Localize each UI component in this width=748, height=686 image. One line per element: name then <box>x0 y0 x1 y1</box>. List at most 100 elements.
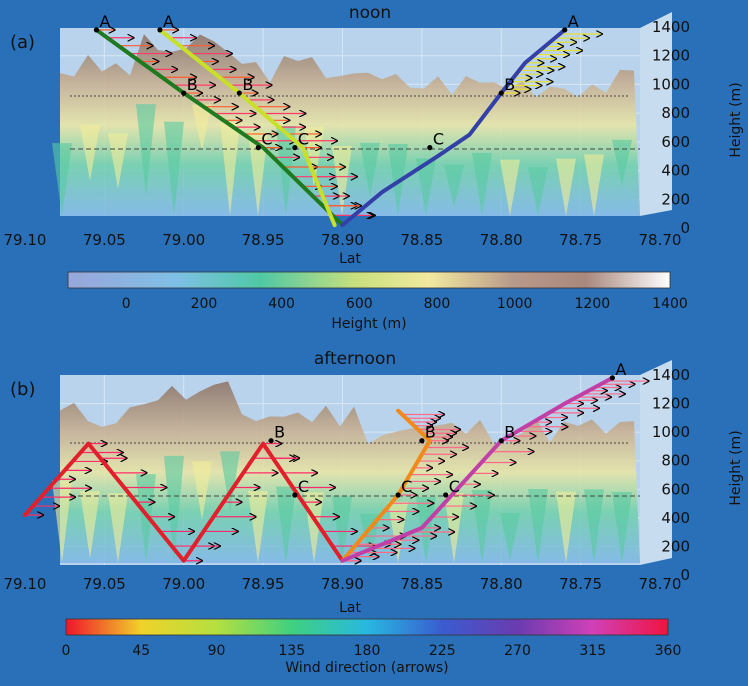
point-c-label: C <box>433 130 444 149</box>
point-a-marker <box>562 27 568 33</box>
x-tick-label: 79.05 <box>83 575 126 593</box>
panel-a-y-ticks: 0 200 400 600 800 1000 1200 1400 <box>652 18 690 237</box>
terrain-facet <box>556 491 576 563</box>
terrain-facet <box>52 480 72 563</box>
terrain-facet <box>500 159 520 216</box>
panel-b-title: afternoon <box>314 349 396 369</box>
x-tick-label: 79.05 <box>83 231 126 249</box>
terrain-facet <box>528 167 548 216</box>
panel-b-side-wall <box>640 360 672 565</box>
y-tick-label: 1400 <box>652 366 690 384</box>
panel-a-terrain-facets <box>52 104 632 216</box>
panel-a-x-ticks: 79.10 79.05 79.00 78.95 78.90 78.85 78.80 78.75… <box>4 231 682 249</box>
point-b-marker <box>498 438 504 444</box>
x-tick-label: 79.00 <box>162 231 205 249</box>
y-tick-label: 200 <box>661 190 690 208</box>
point-b-marker <box>268 438 274 444</box>
terrain-facet <box>248 132 268 216</box>
y-tick-label: 600 <box>661 133 690 151</box>
panel-b-trajectories: B C B C A B C <box>23 360 626 563</box>
point-a-label: A <box>615 360 626 379</box>
y-tick-label: 400 <box>661 509 690 527</box>
x-tick-label: 78.90 <box>321 231 364 249</box>
point-c-marker <box>443 492 449 498</box>
colorbar-tick-label: 0 <box>122 296 131 312</box>
point-b-label: B <box>425 423 436 442</box>
panel-a-y-axis-label: Height (m) <box>728 82 744 157</box>
colorbar-tick-label: 1000 <box>497 296 533 312</box>
colorbar-tick-label: 1400 <box>652 296 688 312</box>
panel-b-terrain-facets <box>52 451 632 563</box>
y-tick-label: 0 <box>680 219 690 237</box>
y-tick-label: 800 <box>661 452 690 470</box>
y-tick-label: 1000 <box>652 75 690 93</box>
colorbar-tick-label: 200 <box>191 296 218 312</box>
terrain-facet <box>444 164 464 208</box>
terrain-facet <box>136 104 156 196</box>
panel-b: B C B C A B C 79.10 79.05 79.00 78.95 78.90 78.85 78… <box>4 349 744 616</box>
colorbar-wind-ticks: 0 45 90 135 180 225 270 315 360 <box>62 643 682 659</box>
point-b-marker <box>181 90 187 96</box>
x-tick-label: 78.95 <box>242 231 285 249</box>
terrain-facet <box>220 451 240 512</box>
colorbar-tick-label: 400 <box>268 296 295 312</box>
x-tick-label: 78.80 <box>480 575 523 593</box>
point-a-label: A <box>99 12 110 31</box>
point-b-label: B <box>242 75 253 94</box>
terrain-facet <box>360 513 380 563</box>
colorbar-tick-label: 600 <box>346 296 373 312</box>
x-tick-label: 79.00 <box>162 575 205 593</box>
terrain-facet <box>360 142 380 198</box>
point-c-marker <box>255 145 261 151</box>
terrain-facet <box>332 496 352 563</box>
colorbar-tick-label: 270 <box>504 643 531 659</box>
y-tick-label: 1400 <box>652 18 690 36</box>
colorbar-tick-label: 225 <box>429 643 456 659</box>
panel-a-side-wall <box>640 12 672 216</box>
colorbar-tick-label: 1200 <box>575 296 611 312</box>
terrain-facet <box>528 489 548 563</box>
terrain-facet <box>612 492 632 563</box>
colorbar-height-bar <box>67 271 671 289</box>
terrain-facet <box>80 124 100 181</box>
point-b-marker <box>419 438 425 444</box>
point-c-label: C <box>298 130 309 149</box>
point-a-label: A <box>568 12 579 31</box>
panel-b-wind-arrows <box>25 381 648 561</box>
panel-a-x-axis-label: Lat <box>339 251 361 267</box>
point-b-label: B <box>187 75 198 94</box>
colorbar-height-label: Height (m) <box>331 316 406 332</box>
terrain-facet <box>108 133 128 189</box>
panel-a-label: (a) <box>10 32 35 53</box>
trajectory-blue-line <box>340 27 567 228</box>
y-tick-label: 1200 <box>652 395 690 413</box>
terrain-facet <box>108 493 128 563</box>
terrain-facet <box>556 158 576 216</box>
panel-b-y-ticks: 0 200 400 600 800 1000 1200 1400 <box>652 366 690 584</box>
terrain-facet <box>248 491 268 563</box>
terrain-facet <box>52 143 72 216</box>
panel-a: A B C A B C A B C 79.10 79.05 79.00 78.95 78.90 78.85… <box>4 3 744 267</box>
terrain-facet <box>444 492 464 563</box>
point-c-label: C <box>298 477 309 496</box>
point-c-label: C <box>449 477 460 496</box>
colorbar-height-ticks: 0 200 400 600 800 1000 1200 1400 <box>122 296 688 312</box>
x-tick-label: 78.80 <box>480 231 523 249</box>
panel-a-title: noon <box>349 3 391 23</box>
terrain-facet <box>220 122 240 216</box>
x-tick-label: 78.70 <box>639 575 682 593</box>
panel-b-x-ticks: 79.10 79.05 79.00 78.95 78.90 78.85 78.80 78.75… <box>4 575 682 593</box>
y-tick-label: 1000 <box>652 423 690 441</box>
terrain-facet <box>276 486 296 563</box>
terrain-facet <box>416 497 436 563</box>
terrain-facet <box>192 104 212 151</box>
point-c-marker <box>427 145 433 151</box>
colorbar-wind-label: Wind direction (arrows) <box>285 660 448 676</box>
terrain-facet <box>164 121 184 216</box>
colorbar-tick-label: 45 <box>132 643 150 659</box>
point-a-marker <box>157 27 163 33</box>
point-c-marker <box>292 492 298 498</box>
point-c-marker <box>395 492 401 498</box>
